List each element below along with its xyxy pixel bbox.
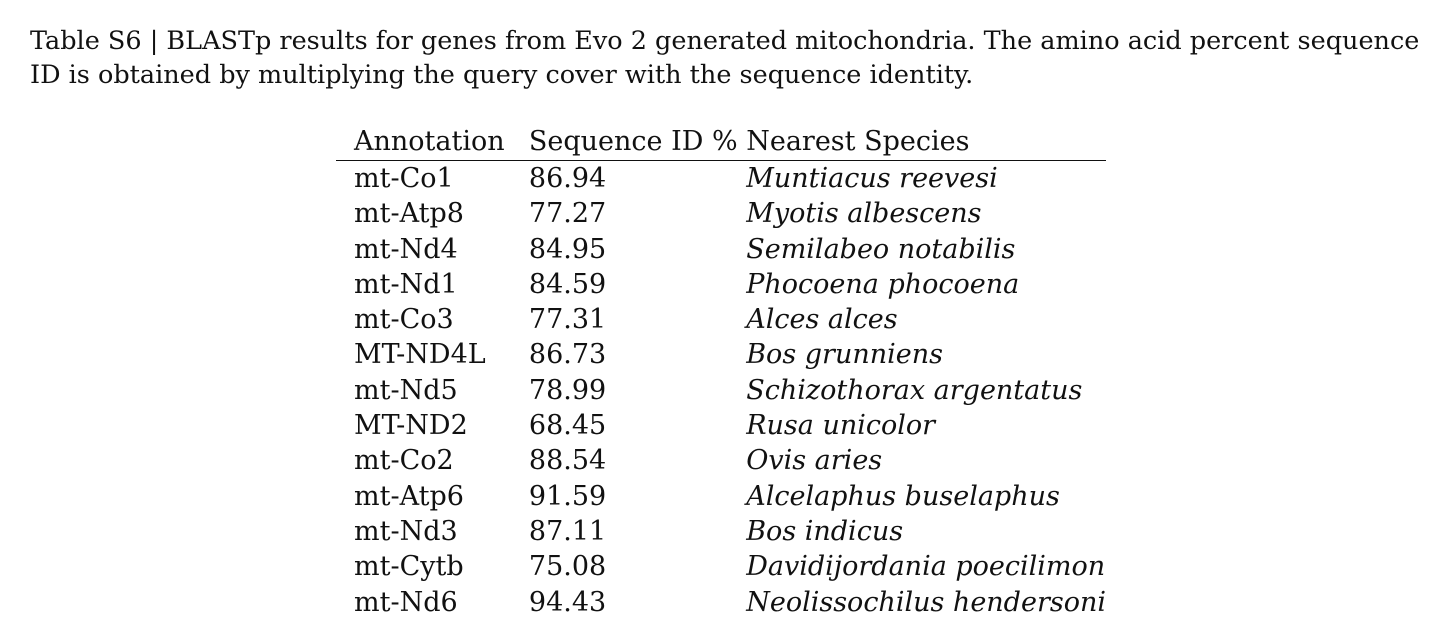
cell-nearest-species: Schizothorax argentatus <box>746 374 1083 406</box>
table-row: MT-ND4L 86.73 Bos grunniens <box>336 337 1106 372</box>
table-row: mt-Nd6 94.43 Neolissochilus hendersoni <box>336 585 1106 620</box>
cell-annotation: MT-ND4L <box>354 339 486 371</box>
table-row: mt-Nd4 84.95 Semilabeo notabilis <box>336 232 1106 267</box>
cell-annotation: mt-Co2 <box>354 445 454 477</box>
cell-nearest-species: Semilabeo notabilis <box>746 233 1016 265</box>
table-row: mt-Co2 88.54 Ovis aries <box>336 443 1106 478</box>
cell-annotation: mt-Co3 <box>354 304 454 336</box>
table-row: MT-ND2 68.45 Rusa unicolor <box>336 408 1106 443</box>
cell-nearest-species: Neolissochilus hendersoni <box>746 586 1106 618</box>
table-row: mt-Nd3 87.11 Bos indicus <box>336 514 1106 549</box>
cell-sequence-id: 94.43 <box>528 586 607 618</box>
cell-annotation: mt-Nd5 <box>354 374 458 406</box>
cell-sequence-id: 84.59 <box>528 268 607 300</box>
cell-sequence-id: 91.59 <box>528 480 607 512</box>
blastp-results-table: Annotation Sequence ID % Nearest Species… <box>336 122 1106 620</box>
table-caption: Table S6 | BLASTp results for genes from… <box>30 26 1420 90</box>
cell-sequence-id: 78.99 <box>528 374 607 406</box>
cell-annotation: mt-Atp6 <box>354 480 464 512</box>
table-row: mt-Co1 86.94 Muntiacus reevesi <box>336 161 1106 197</box>
cell-sequence-id: 86.94 <box>528 163 607 194</box>
cell-nearest-species: Ovis aries <box>746 445 883 477</box>
cell-nearest-species: Bos indicus <box>746 515 904 547</box>
table-row: mt-Nd1 84.59 Phocoena phocoena <box>336 267 1106 302</box>
cell-sequence-id: 68.45 <box>528 410 607 442</box>
table-body: mt-Co1 86.94 Muntiacus reevesi mt-Atp8 77.27… <box>336 161 1106 620</box>
table-row: mt-Cytb 75.08 Davidijordania poecilimon <box>336 549 1106 584</box>
cell-annotation: mt-Nd1 <box>354 268 458 300</box>
table-row: mt-Co3 77.31 Alces alces <box>336 302 1106 337</box>
table-row: mt-Atp8 77.27 Myotis albescens <box>336 196 1106 231</box>
table-row: mt-Atp6 91.59 Alcelaphus buselaphus <box>336 479 1106 514</box>
cell-annotation: MT-ND2 <box>354 410 468 442</box>
cell-annotation: mt-Atp8 <box>354 198 464 230</box>
results-table-container: Annotation Sequence ID % Nearest Species… <box>336 122 1106 620</box>
cell-nearest-species: Bos grunniens <box>746 339 943 371</box>
cell-nearest-species: Alces alces <box>746 304 898 336</box>
cell-annotation: mt-Co1 <box>354 163 454 194</box>
cell-sequence-id: 88.54 <box>528 445 607 477</box>
cell-sequence-id: 75.08 <box>528 551 607 583</box>
cell-annotation: mt-Nd6 <box>354 586 458 618</box>
cell-nearest-species: Phocoena phocoena <box>746 268 1020 300</box>
table-row: mt-Nd5 78.99 Schizothorax argentatus <box>336 373 1106 408</box>
cell-nearest-species: Rusa unicolor <box>746 410 936 442</box>
cell-sequence-id: 84.95 <box>528 233 607 265</box>
header-sequence-id: Sequence ID % <box>528 122 747 161</box>
cell-annotation: mt-Nd4 <box>354 233 458 265</box>
cell-sequence-id: 86.73 <box>528 339 607 371</box>
table-header-row: Annotation Sequence ID % Nearest Species <box>336 122 1106 161</box>
cell-nearest-species: Muntiacus reevesi <box>746 163 998 194</box>
cell-nearest-species: Alcelaphus buselaphus <box>746 480 1060 512</box>
cell-nearest-species: Myotis albescens <box>746 198 982 230</box>
cell-annotation: mt-Cytb <box>354 551 464 583</box>
cell-sequence-id: 87.11 <box>528 515 607 547</box>
header-nearest-species: Nearest Species <box>746 122 1106 161</box>
cell-annotation: mt-Nd3 <box>354 515 458 547</box>
header-annotation: Annotation <box>336 122 529 161</box>
cell-sequence-id: 77.27 <box>528 198 607 230</box>
cell-nearest-species: Davidijordania poecilimon <box>746 551 1106 583</box>
cell-sequence-id: 77.31 <box>528 304 607 336</box>
